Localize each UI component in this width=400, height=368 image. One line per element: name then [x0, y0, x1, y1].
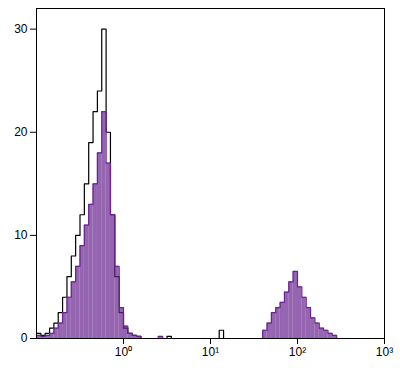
- svg-text:0: 0: [21, 331, 28, 345]
- svg-text:20: 20: [14, 125, 28, 139]
- svg-text:30: 30: [14, 22, 28, 36]
- svg-text:10⁰: 10⁰: [115, 345, 132, 359]
- svg-text:10²: 10²: [289, 345, 306, 359]
- svg-text:10: 10: [14, 228, 28, 242]
- svg-text:10³: 10³: [376, 345, 393, 359]
- svg-text:10¹: 10¹: [202, 345, 219, 359]
